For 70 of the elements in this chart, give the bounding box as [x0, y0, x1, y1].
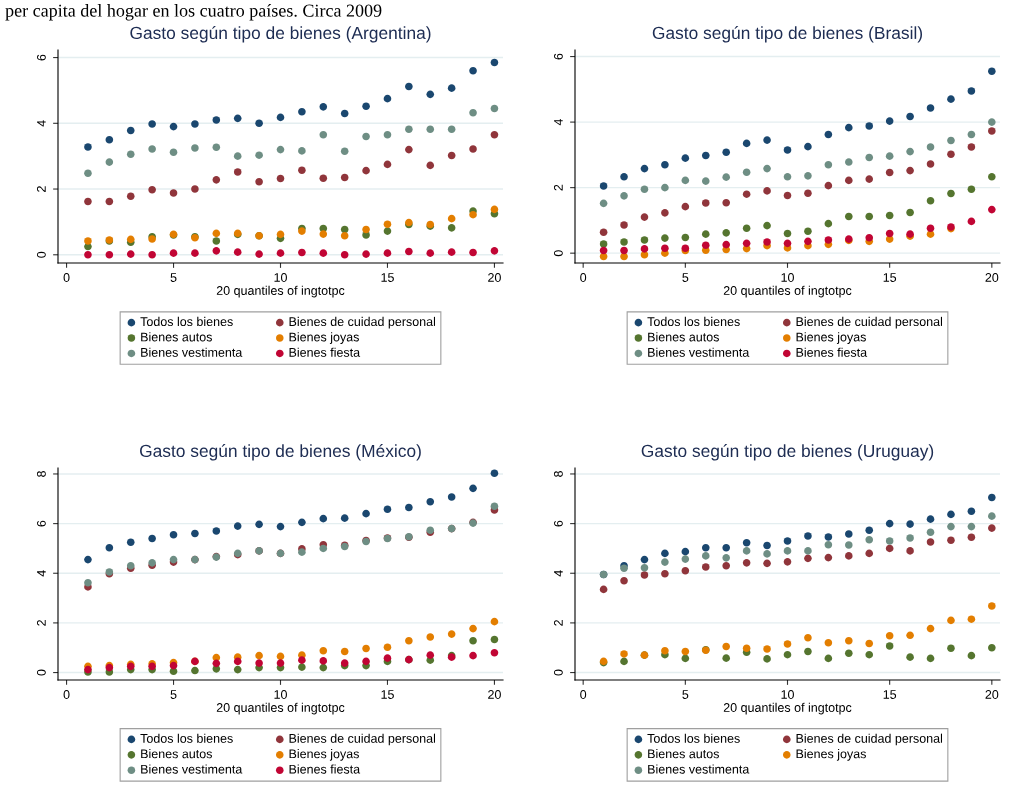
legend-label: Bienes vestimenta [141, 347, 243, 357]
legend-label: Bienes autos [141, 332, 212, 342]
legend-label: Bienes autos [141, 749, 212, 759]
legend-label: Bienes joyas [796, 332, 866, 344]
y-tick-label: 2 [553, 184, 563, 191]
legend-label: Bienes fiesta [289, 764, 361, 774]
x-tick-label: 0 [63, 273, 70, 282]
x-tick-label: 15 [381, 273, 394, 282]
x-tick-label: 5 [170, 273, 177, 282]
y-tick-label: 4 [37, 120, 46, 127]
y-tick-label: 2 [36, 186, 46, 192]
x-tick-label: 5 [170, 690, 177, 699]
y-tick-label: 2 [36, 620, 46, 626]
x-tick-label: 15 [883, 273, 897, 282]
y-tick-label: 0 [36, 251, 46, 258]
x-tick-label: 20 [488, 690, 501, 699]
x-tick-label: 10 [781, 690, 794, 699]
x-axis-title: 20 quantiles of ingtotpc [723, 702, 852, 715]
legend-label: Bienes autos [648, 332, 719, 342]
x-tick-label: 0 [63, 690, 70, 699]
y-tick-label: 8 [553, 471, 563, 477]
legend-label: Bienes de cuidad personal [289, 733, 436, 746]
y-tick-label: 4 [554, 570, 563, 577]
legend-label: Bienes de cuidad personal [289, 316, 436, 329]
legend-label: Bienes joyas [796, 749, 866, 761]
legend-label: Bienes de cuidad personal [796, 316, 943, 329]
y-tick-label: 0 [36, 669, 46, 676]
legend-label: Bienes vestimenta [648, 764, 750, 774]
y-tick-label: 0 [553, 250, 563, 257]
legend-label: Bienes fiesta [289, 347, 361, 357]
x-tick-label: 15 [883, 690, 897, 699]
y-tick-label: 0 [553, 669, 563, 676]
chart-title: Gasto según tipo de bienes (México) [140, 444, 421, 461]
y-tick-label: 4 [554, 118, 563, 126]
legend-label: Bienes vestimenta [141, 764, 243, 774]
legend-label: Todos los bienes [647, 316, 740, 327]
y-tick-label: 6 [36, 54, 46, 61]
x-tick-label: 20 [985, 690, 999, 699]
chart-title: Gasto según tipo de bienes (Uruguay) [641, 444, 934, 461]
x-tick-label: 0 [580, 690, 587, 699]
legend-label: Todos los bienes [140, 733, 233, 743]
legend-label: Bienes fiesta [796, 347, 868, 357]
y-tick-label: 6 [553, 53, 563, 60]
legend-label: Bienes joyas [289, 332, 359, 344]
x-axis-title: 20 quantiles of ingtotpc [216, 702, 345, 715]
y-tick-label: 6 [553, 520, 563, 527]
x-tick-label: 20 [985, 273, 999, 282]
x-tick-label: 15 [381, 690, 394, 699]
x-tick-label: 20 [488, 273, 501, 282]
legend-label: Bienes vestimenta [648, 347, 750, 357]
y-tick-label: 6 [36, 520, 46, 527]
x-tick-label: 5 [682, 273, 689, 282]
x-tick-label: 5 [682, 690, 689, 699]
x-axis-title: 20 quantiles of ingtotpc [723, 285, 852, 298]
legend-label: Bienes de cuidad personal [796, 733, 943, 746]
legend-label: Bienes joyas [289, 749, 359, 761]
x-tick-label: 10 [274, 273, 287, 282]
chart-title: Gasto según tipo de bienes (Brasil) [652, 26, 923, 43]
x-axis-title: 20 quantiles of ingtotpc [216, 285, 345, 298]
legend-label: Todos los bienes [647, 733, 740, 743]
legend-label: Todos los bienes [140, 316, 233, 327]
y-tick-label: 2 [553, 620, 563, 626]
text: per capita del hogar en los cuatro países. Circa 2009 [5, 4, 382, 21]
y-tick-label: 4 [37, 570, 46, 577]
x-tick-label: 10 [781, 273, 794, 282]
chart-title: Gasto según tipo de bienes (Argentina) [130, 26, 431, 43]
x-tick-label: 10 [274, 690, 287, 699]
legend-label: Bienes autos [648, 749, 719, 759]
x-tick-label: 0 [580, 273, 587, 282]
y-tick-label: 8 [36, 471, 46, 477]
